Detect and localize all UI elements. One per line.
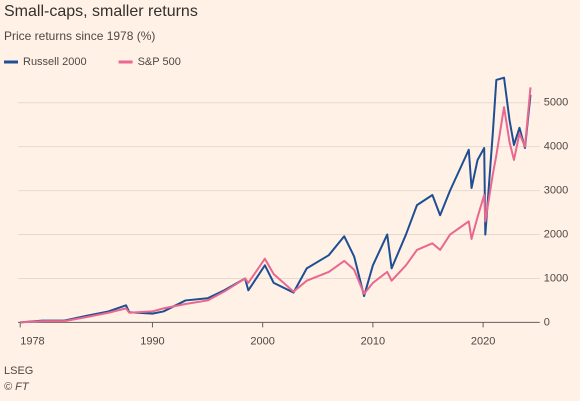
y-tick-label: 5000 [544,97,568,109]
x-tick-label: 2010 [361,335,385,347]
chart-title: Small-caps, smaller returns [4,3,198,20]
x-tick-label: 1990 [140,335,164,347]
y-tick-label: 4000 [544,141,568,153]
chart-subtitle: Price returns since 1978 (%) [4,29,155,43]
credit: © FT [4,381,30,393]
legend-label: Russell 2000 [23,56,87,68]
x-tick-label: 2020 [471,335,495,347]
y-tick-label: 2000 [544,228,568,240]
source: LSEG [4,365,33,377]
y-tick-label: 1000 [544,272,568,284]
y-tick-label: 3000 [544,185,568,197]
line-series [20,76,532,324]
y-tick-label: 0 [544,316,550,328]
x-tick-label: 1978 [20,335,44,347]
x-tick-label: 2000 [250,335,274,347]
legend-label: S&P 500 [138,56,181,68]
line-series [20,87,532,324]
